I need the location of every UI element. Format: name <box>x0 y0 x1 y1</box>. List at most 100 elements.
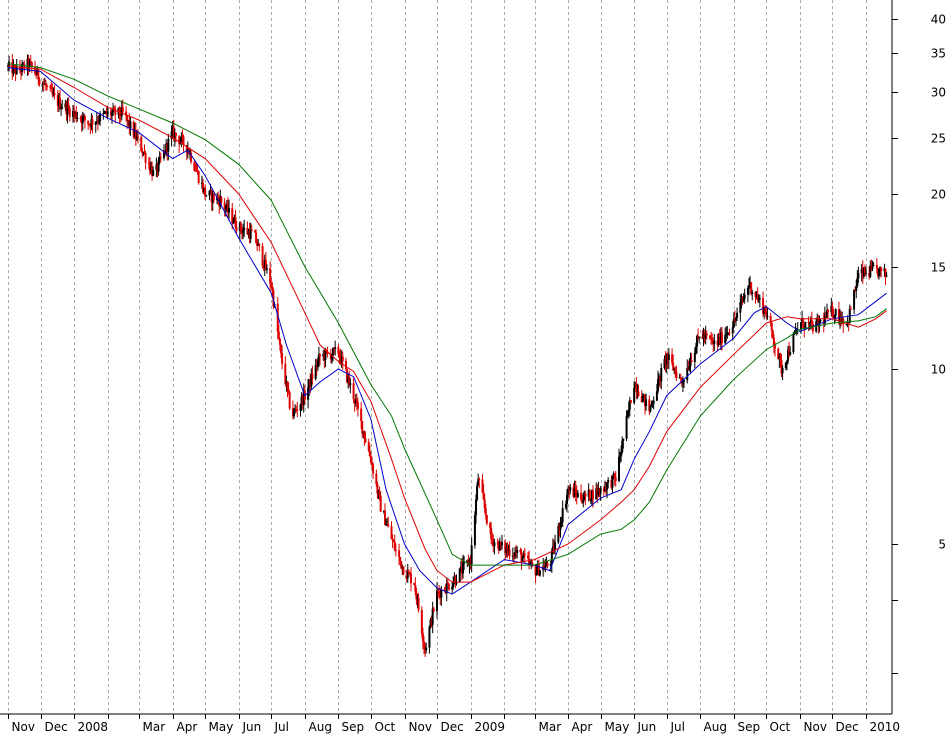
candle-body <box>727 332 730 334</box>
candle-body <box>506 547 509 552</box>
candle-body <box>66 104 69 115</box>
candle-body <box>159 157 162 159</box>
candle-body <box>428 627 431 648</box>
candle-body <box>258 243 261 247</box>
candle-body <box>763 307 766 314</box>
candle-body <box>20 70 22 72</box>
candle-body <box>793 333 796 335</box>
candle-body <box>334 347 337 349</box>
candle-body <box>736 312 739 318</box>
x-tick-label: Nov <box>804 720 827 734</box>
candle-body <box>883 268 886 272</box>
candle-body <box>220 197 223 203</box>
candle-body <box>590 490 593 500</box>
candle-body <box>72 110 74 117</box>
candle-body <box>64 103 67 108</box>
candle-body <box>788 349 791 355</box>
candle-body <box>879 267 882 269</box>
candle-body <box>180 136 183 142</box>
candle-body <box>126 115 129 121</box>
candle-body <box>861 268 864 277</box>
candle-body <box>144 152 147 163</box>
candle-body <box>23 63 26 70</box>
candle-body <box>746 288 749 295</box>
candle-body <box>446 583 449 585</box>
candle-body <box>81 116 84 124</box>
candle-body <box>834 309 837 316</box>
candle-body <box>606 482 609 490</box>
candle-body <box>243 227 246 231</box>
x-tick-label: Dec <box>441 720 464 734</box>
candle-body <box>878 268 880 276</box>
candle-body <box>339 356 342 364</box>
candle-body <box>801 318 804 323</box>
candle-body <box>135 136 138 140</box>
candle-body <box>248 231 251 239</box>
y-tick-label: 15 <box>931 261 946 275</box>
candle-body <box>345 360 347 369</box>
candle-body <box>90 119 93 128</box>
candle-body <box>872 265 875 267</box>
candle-body <box>628 400 631 410</box>
candle-body <box>743 294 746 299</box>
candle-body <box>573 488 576 497</box>
candle-body <box>497 542 500 551</box>
candle-body <box>673 368 676 370</box>
candle-body <box>633 387 636 403</box>
candle-body <box>195 170 198 172</box>
candle-body <box>855 286 858 291</box>
candle-body <box>544 566 547 570</box>
candle-body <box>49 86 52 88</box>
candle-body <box>528 558 531 565</box>
candle-body <box>549 564 552 567</box>
candle-body <box>742 298 745 301</box>
candle-body <box>702 333 705 339</box>
candle-body <box>440 589 443 598</box>
candle-body <box>278 338 281 345</box>
candle-body <box>295 409 298 411</box>
candle-body <box>611 475 614 488</box>
candle-body <box>781 367 784 374</box>
candle-body <box>151 166 154 176</box>
ma-short-line <box>7 67 887 595</box>
candle-body <box>627 409 630 412</box>
candle-body <box>194 170 197 172</box>
candle-body <box>827 310 830 313</box>
candle-body <box>337 347 340 355</box>
candle-body <box>37 69 40 80</box>
candle-body <box>174 132 177 137</box>
candle-body <box>158 157 161 161</box>
candle-body <box>264 259 267 270</box>
candle-body <box>311 374 314 379</box>
candle-body <box>876 268 879 276</box>
candle-body <box>795 330 798 332</box>
candle-body <box>217 197 220 200</box>
candle-body <box>880 267 883 272</box>
candle-body <box>155 164 158 170</box>
candle-body <box>231 208 234 223</box>
x-tick-label: Jul <box>274 720 289 734</box>
candle-body <box>693 352 696 363</box>
candle-body <box>777 348 780 360</box>
candle-body <box>301 396 304 406</box>
candle-body <box>492 540 495 547</box>
candle-body <box>832 315 835 318</box>
candle-body <box>50 87 53 90</box>
candle-body <box>748 285 750 289</box>
candle-body <box>622 438 625 441</box>
candle-body <box>809 319 812 323</box>
candle-body <box>432 608 435 612</box>
candle-body <box>842 318 845 325</box>
candle-body <box>263 259 266 269</box>
candle-body <box>739 302 742 313</box>
candle-body <box>61 107 64 109</box>
x-tick-label: Jul <box>670 720 685 734</box>
candle-body <box>709 335 711 339</box>
x-tick-label: Jun <box>637 720 657 734</box>
candle-body <box>802 318 805 329</box>
candle-body <box>391 538 394 541</box>
candle-body <box>453 577 456 583</box>
candle-body <box>329 353 332 360</box>
candle-body <box>333 348 336 350</box>
candle-body <box>665 353 668 365</box>
